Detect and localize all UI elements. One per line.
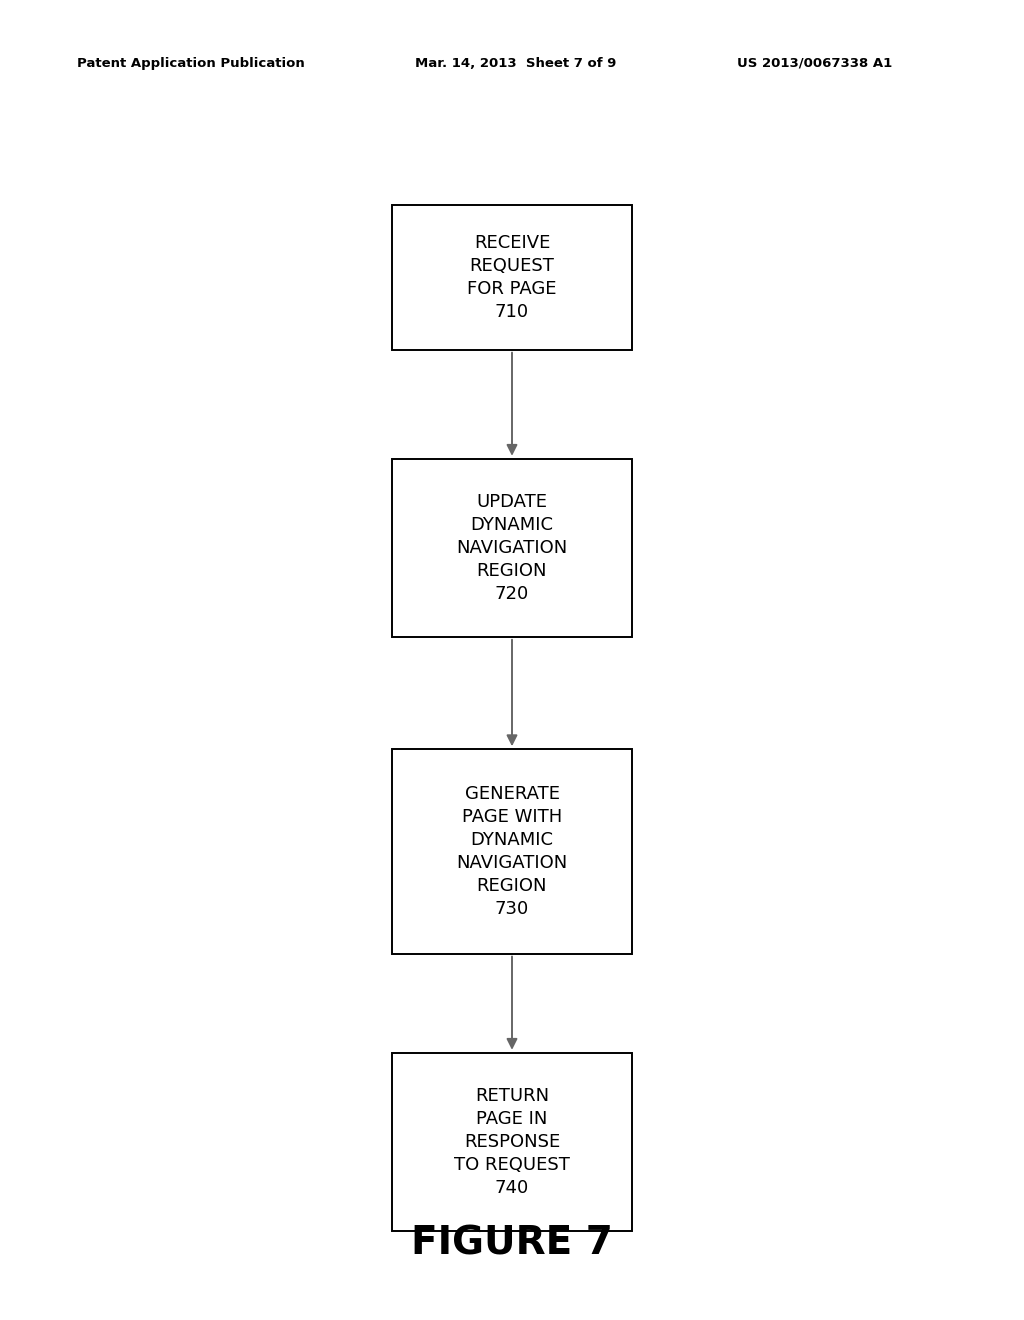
Text: Mar. 14, 2013  Sheet 7 of 9: Mar. 14, 2013 Sheet 7 of 9 <box>415 57 616 70</box>
Text: FIGURE 7: FIGURE 7 <box>411 1225 613 1262</box>
Text: RETURN
PAGE IN
RESPONSE
TO REQUEST
740: RETURN PAGE IN RESPONSE TO REQUEST 740 <box>454 1086 570 1197</box>
Text: GENERATE
PAGE WITH
DYNAMIC
NAVIGATION
REGION
730: GENERATE PAGE WITH DYNAMIC NAVIGATION RE… <box>457 785 567 917</box>
Text: RECEIVE
REQUEST
FOR PAGE
710: RECEIVE REQUEST FOR PAGE 710 <box>467 234 557 321</box>
Bar <box>391 750 632 953</box>
Bar <box>391 459 632 638</box>
Text: UPDATE
DYNAMIC
NAVIGATION
REGION
720: UPDATE DYNAMIC NAVIGATION REGION 720 <box>457 492 567 603</box>
Text: US 2013/0067338 A1: US 2013/0067338 A1 <box>737 57 893 70</box>
FancyArrowPatch shape <box>508 640 516 744</box>
FancyArrowPatch shape <box>508 957 516 1048</box>
FancyArrowPatch shape <box>508 352 516 454</box>
Bar <box>391 205 632 350</box>
Bar <box>391 1053 632 1230</box>
Text: Patent Application Publication: Patent Application Publication <box>77 57 304 70</box>
